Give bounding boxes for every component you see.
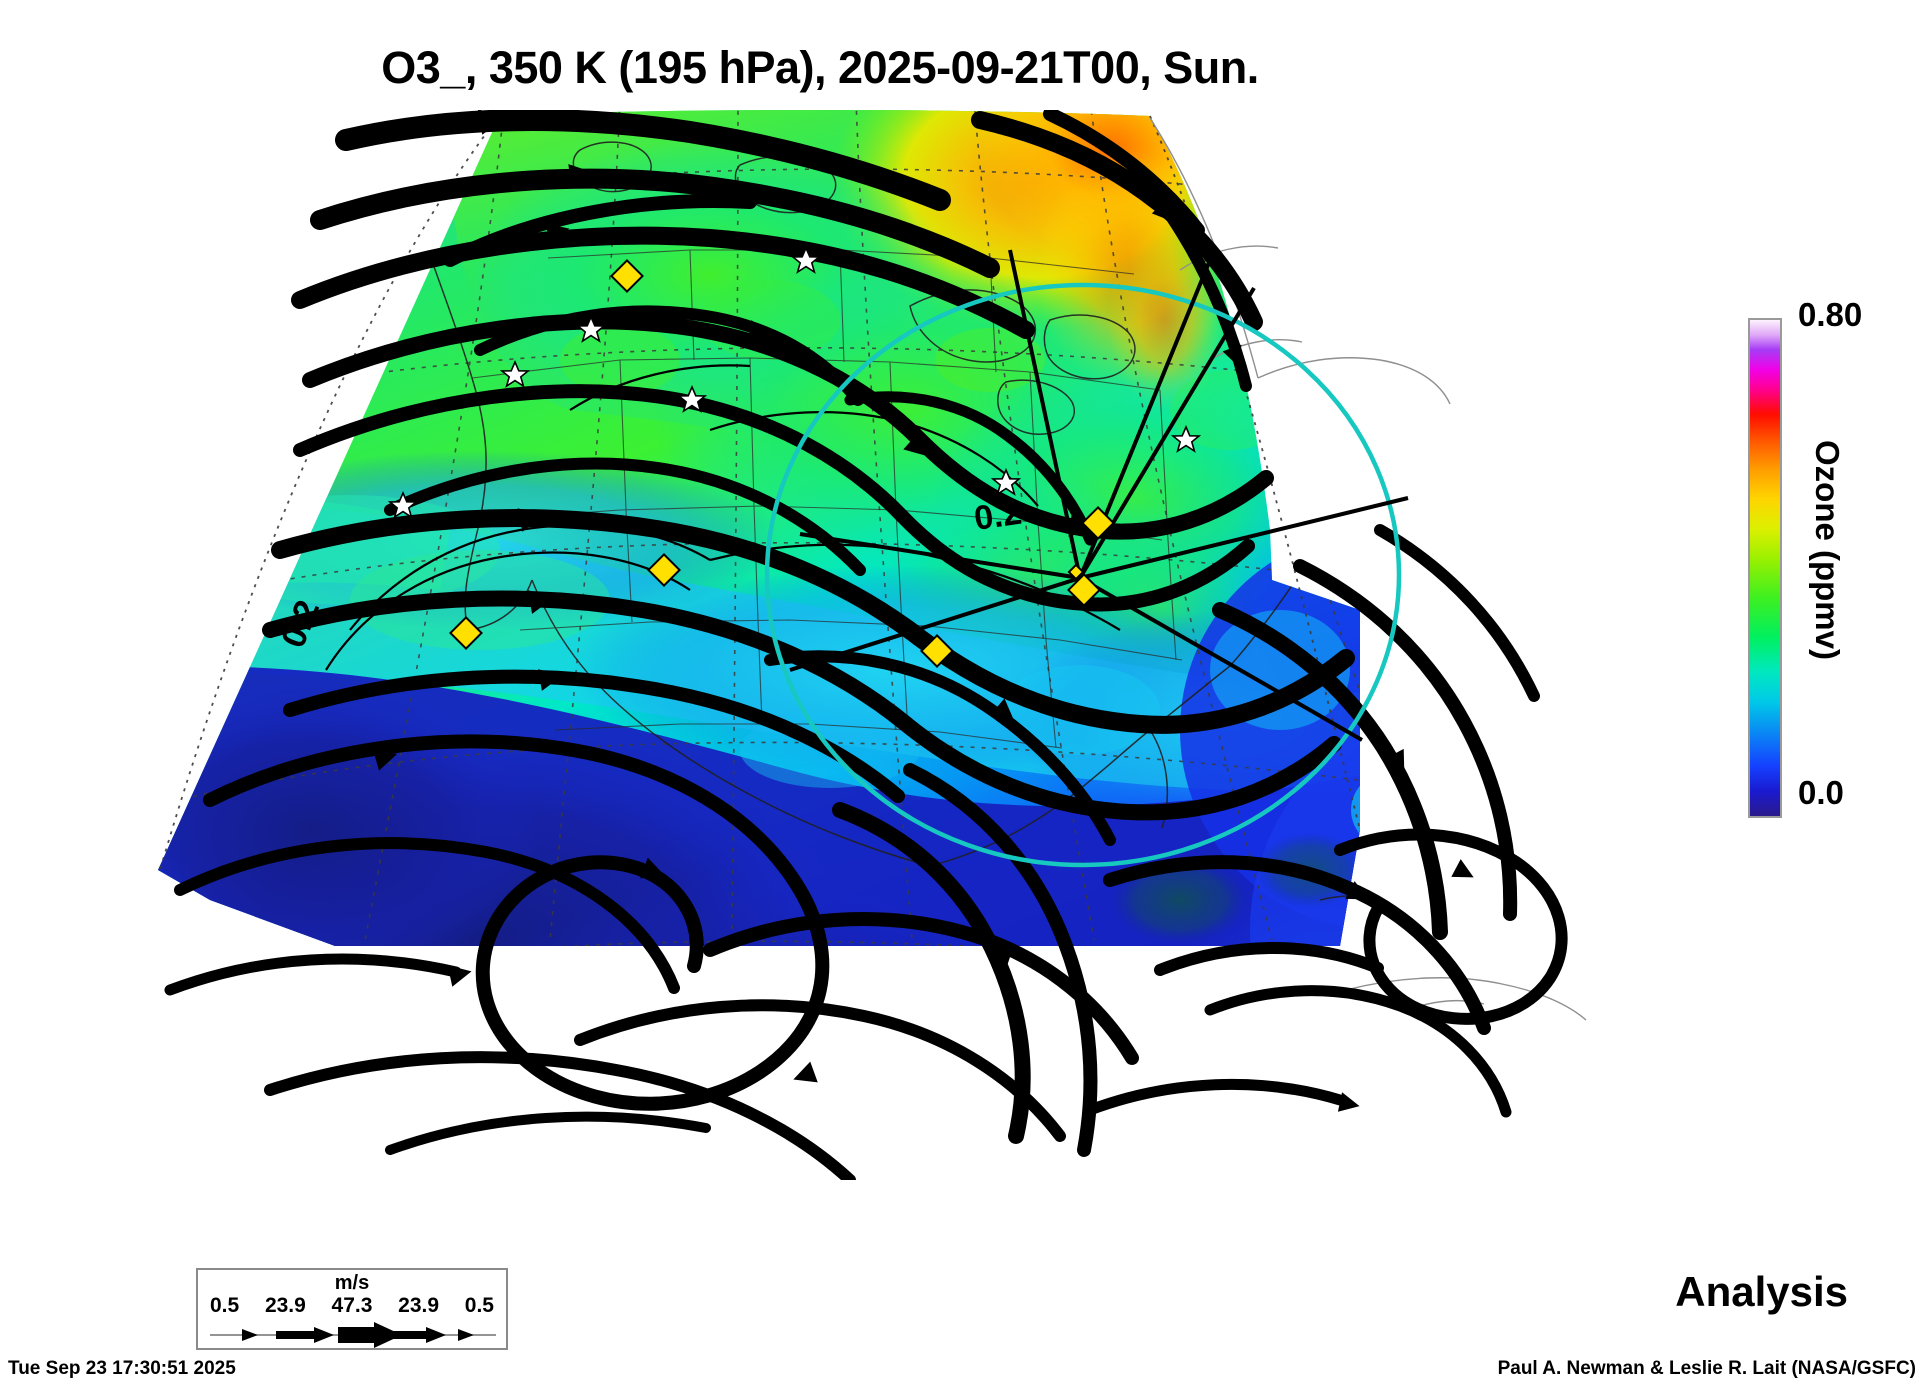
wind-key-value-0: 0.5 — [210, 1294, 240, 1317]
colorbar-axis-title: Ozone (ppmv) — [1809, 440, 1846, 660]
map-svg: 0.2 0.2 — [158, 110, 1587, 1180]
wind-key-arrow-scale — [210, 1322, 496, 1348]
wind-key-units-label: m/s — [334, 1272, 370, 1294]
wind-key-values: 0.5 23.9 47.3 23.9 0.5 — [198, 1294, 506, 1318]
flight-tracks — [789, 249, 1409, 742]
wind-key-value-3: 23.9 — [398, 1294, 440, 1317]
colorbar-gradient — [1748, 318, 1782, 818]
page-title: O3_, 350 K (195 hPa), 2025-09-21T00, Sun… — [381, 42, 1259, 93]
wind-streamlines[interactable] — [164, 110, 1568, 1180]
wind-key-value-4: 0.5 — [464, 1294, 494, 1317]
colorbar-min-label: 0.0 — [1798, 774, 1844, 811]
station-markers-stars[interactable] — [387, 245, 1202, 519]
streamline-arrowheads — [372, 110, 1474, 1112]
map-boundary — [159, 114, 1361, 871]
analysis-label: Analysis — [1675, 1268, 1848, 1315]
footer-credit: Paul A. Newman & Leslie R. Lait (NASA/GS… — [1497, 1358, 1916, 1379]
wind-key-value-1: 23.9 — [264, 1294, 306, 1317]
wind-key-value-2: 47.3 — [331, 1294, 373, 1317]
map-plot-area[interactable]: 0.2 0.2 — [150, 110, 1710, 1180]
wind-speed-key: m/s 0.5 23.9 47.3 23.9 0.5 — [196, 1268, 508, 1350]
colorbar-group: 0.80 0.0 Ozone (ppmv) — [1740, 296, 1920, 838]
footer-timestamp: Tue Sep 23 17:30:51 2025 — [8, 1358, 236, 1379]
colorbar-max-label: 0.80 — [1798, 296, 1863, 333]
range-circle — [764, 282, 1402, 868]
station-markers-diamonds[interactable] — [449, 259, 1115, 668]
